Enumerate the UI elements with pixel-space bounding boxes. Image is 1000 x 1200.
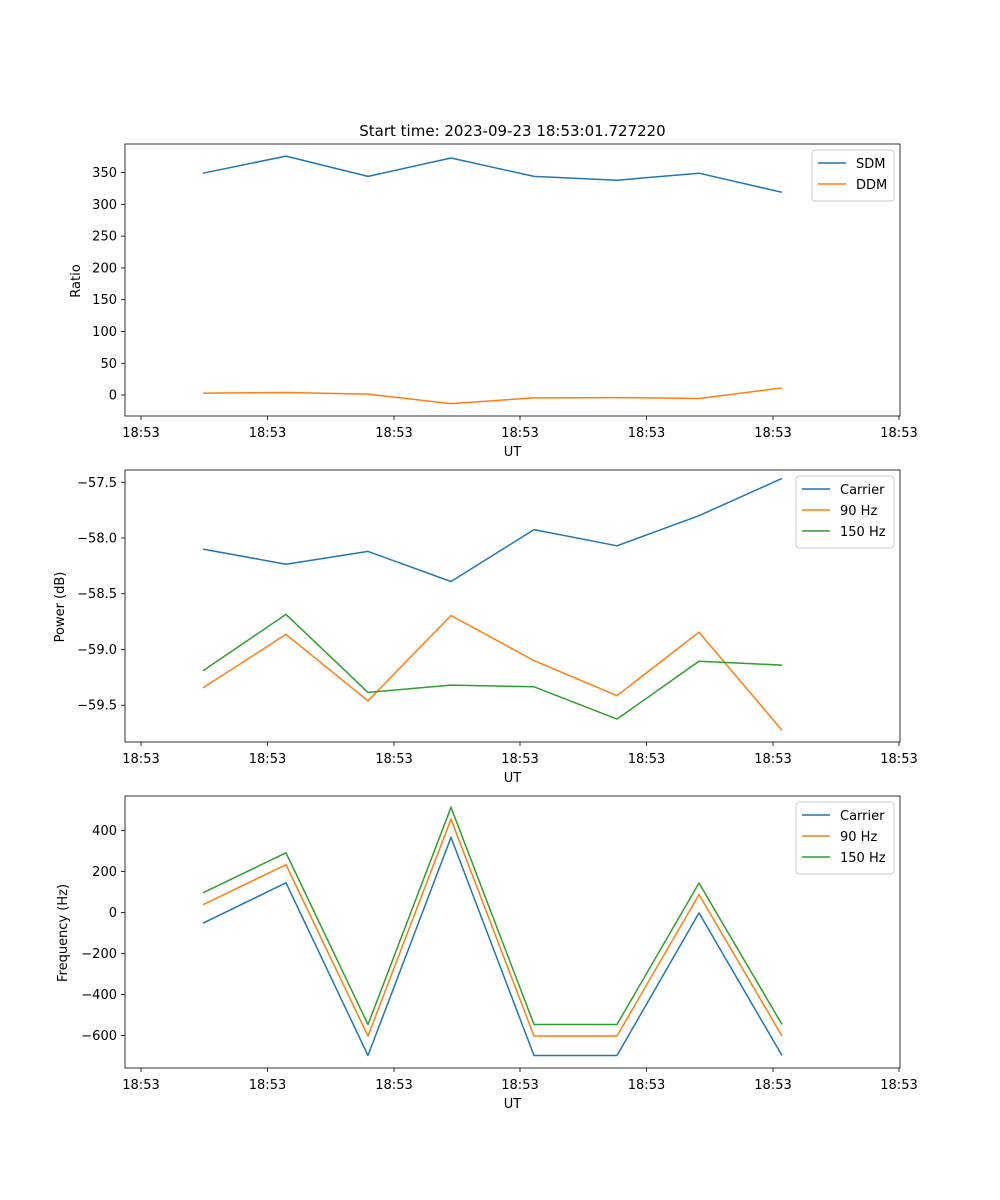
frequency-panel: 18:53 18:53 18:53 18:53 18:53 18:53 18:53 400 20…	[56, 795, 918, 1112]
power-x-tick-label: 18:53	[249, 752, 286, 767]
power-series-150-hz-line	[202, 613, 783, 720]
ratio-axes-frame	[124, 143, 901, 417]
frequency-x-axis-label: UT	[504, 1097, 522, 1112]
frequency-legend-label: Carrier	[840, 809, 885, 824]
frequency-y-tick-label: 0	[109, 906, 117, 921]
ratio-x-tick-label: 18:53	[628, 426, 665, 441]
frequency-axes-frame	[124, 795, 901, 1069]
frequency-legend-box	[795, 801, 895, 875]
power-axes-frame	[124, 469, 901, 743]
ratio-x-tick-label: 18:53	[375, 426, 412, 441]
frequency-y-tick-label: 400	[92, 824, 117, 839]
power-x-tick-label: 18:53	[375, 752, 412, 767]
power-y-tick-label: −59.5	[77, 699, 117, 714]
power-x-tick-label: 18:53	[122, 752, 159, 767]
ratio-title: Start time: 2023-09-23 18:53:01.727220	[359, 122, 665, 140]
frequency-y-tick-label: 200	[92, 865, 117, 880]
power-series-90-hz-line	[202, 614, 783, 731]
ratio-legend-label: SDM	[856, 157, 885, 172]
ratio-x-tick-label: 18:53	[880, 426, 917, 441]
ratio-y-tick-label: 250	[92, 230, 117, 245]
ratio-series-ddm-line	[202, 387, 783, 405]
ratio-plot-area: 18:53 18:53 18:53 18:53 18:53 18:53 18:53 0 50 10…	[92, 143, 918, 441]
frequency-x-tick-label: 18:53	[754, 1078, 791, 1093]
power-x-tick-label: 18:53	[628, 752, 665, 767]
power-legend-label: Carrier	[840, 483, 885, 498]
ratio-x-tick-label: 18:53	[754, 426, 791, 441]
power-legend-label: 150 Hz	[840, 525, 886, 540]
ratio-y-tick-label: 200	[92, 261, 117, 276]
frequency-x-tick-label: 18:53	[501, 1078, 538, 1093]
power-x-tick-label: 18:53	[754, 752, 791, 767]
ratio-series-sdm-line	[202, 155, 783, 194]
frequency-x-tick-label: 18:53	[628, 1078, 665, 1093]
power-series-carrier-line	[202, 477, 783, 583]
power-y-tick-label: −57.5	[77, 476, 117, 491]
power-legend-label: 90 Hz	[840, 504, 877, 519]
ratio-y-axis-label: Ratio	[69, 264, 84, 297]
power-x-tick-label: 18:53	[501, 752, 538, 767]
frequency-legend: Carrier 90 Hz 150 Hz	[795, 801, 895, 875]
frequency-x-tick-label: 18:53	[880, 1078, 917, 1093]
ratio-y-tick-label: 150	[92, 293, 117, 308]
ratio-x-axis-label: UT	[504, 445, 522, 460]
frequency-x-tick-label: 18:53	[249, 1078, 286, 1093]
ratio-y-tick-label: 350	[92, 166, 117, 181]
power-x-tick-label: 18:53	[880, 752, 917, 767]
frequency-legend-label: 90 Hz	[840, 830, 877, 845]
ratio-legend: SDM DDM	[811, 149, 895, 202]
frequency-series-90-hz-line	[202, 818, 783, 1037]
frequency-y-tick-label: −200	[81, 947, 117, 962]
power-plot-area: 18:53 18:53 18:53 18:53 18:53 18:53 18:53 −57.5…	[77, 469, 918, 767]
frequency-legend-label: 150 Hz	[840, 851, 886, 866]
ratio-y-tick-label: 50	[100, 357, 117, 372]
power-x-axis-label: UT	[504, 771, 522, 786]
power-legend-box	[795, 475, 895, 549]
ratio-y-tick-label: 300	[92, 198, 117, 213]
frequency-x-tick-label: 18:53	[375, 1078, 412, 1093]
frequency-y-tick-label: −600	[81, 1029, 117, 1044]
power-panel: 18:53 18:53 18:53 18:53 18:53 18:53 18:53 −57.5…	[53, 469, 918, 786]
frequency-y-axis-label: Frequency (Hz)	[56, 884, 71, 982]
ratio-y-tick-label: 0	[109, 389, 117, 404]
frequency-y-tick-label: −400	[81, 988, 117, 1003]
power-y-axis-label: Power (dB)	[53, 572, 68, 643]
frequency-series-150-hz-line	[202, 806, 783, 1026]
frequency-x-tick-label: 18:53	[122, 1078, 159, 1093]
power-y-tick-label: −59.0	[77, 643, 117, 658]
power-legend: Carrier 90 Hz 150 Hz	[795, 475, 895, 549]
ratio-x-tick-label: 18:53	[501, 426, 538, 441]
ratio-y-tick-label: 100	[92, 325, 117, 340]
frequency-plot-area: 18:53 18:53 18:53 18:53 18:53 18:53 18:53 400 20…	[81, 795, 918, 1093]
power-y-tick-label: −58.5	[77, 587, 117, 602]
ratio-x-tick-label: 18:53	[249, 426, 286, 441]
frequency-series-carrier-line	[202, 836, 783, 1057]
ratio-legend-label: DDM	[856, 178, 887, 193]
ratio-x-tick-label: 18:53	[122, 426, 159, 441]
ratio-panel: Start time: 2023-09-23 18:53:01.727220 1…	[69, 122, 918, 460]
power-y-tick-label: −58.0	[77, 532, 117, 547]
